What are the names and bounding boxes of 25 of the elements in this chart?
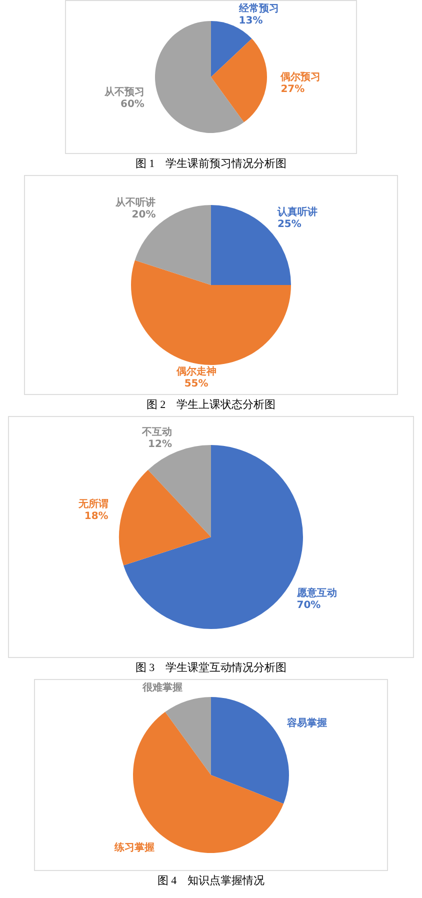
text: 图 2 学生上课状态分析图 <box>145 398 277 412</box>
slice-label: 从不听讲 <box>114 196 156 209</box>
data-label: 20% <box>132 210 156 221</box>
data-label: 55% <box>184 378 208 390</box>
slice-label: 无所谓 <box>77 498 108 510</box>
slice-label: 容易掌握 <box>286 716 328 729</box>
text: 图 1 学生课前预习情况分析图 <box>134 157 288 171</box>
data-label: 27% <box>280 84 305 96</box>
slice-label: 从不预习 <box>103 86 144 98</box>
slice-label: 不互动 <box>140 426 172 438</box>
text: 图 4 知识点掌握情况 <box>156 874 266 888</box>
slice-label: 愿意互动 <box>296 586 337 599</box>
slice-label: 练习掌握 <box>114 841 155 854</box>
text: 图 3 学生课堂互动情况分析图 <box>134 660 288 675</box>
slice-label: 认真听讲 <box>276 206 318 218</box>
data-label: 70% <box>296 600 321 611</box>
data-label: 18% <box>84 511 108 522</box>
slice-label: 经常预习 <box>238 2 279 15</box>
data-label: 13% <box>238 16 263 27</box>
data-label: 25% <box>277 219 302 230</box>
slice-label: 偶尔走神 <box>175 365 216 378</box>
data-label: 60% <box>120 99 144 110</box>
slice-label: 很难掌握 <box>142 682 183 694</box>
data-label: 12% <box>148 439 172 450</box>
slice-label: 偶尔预习 <box>280 71 321 84</box>
